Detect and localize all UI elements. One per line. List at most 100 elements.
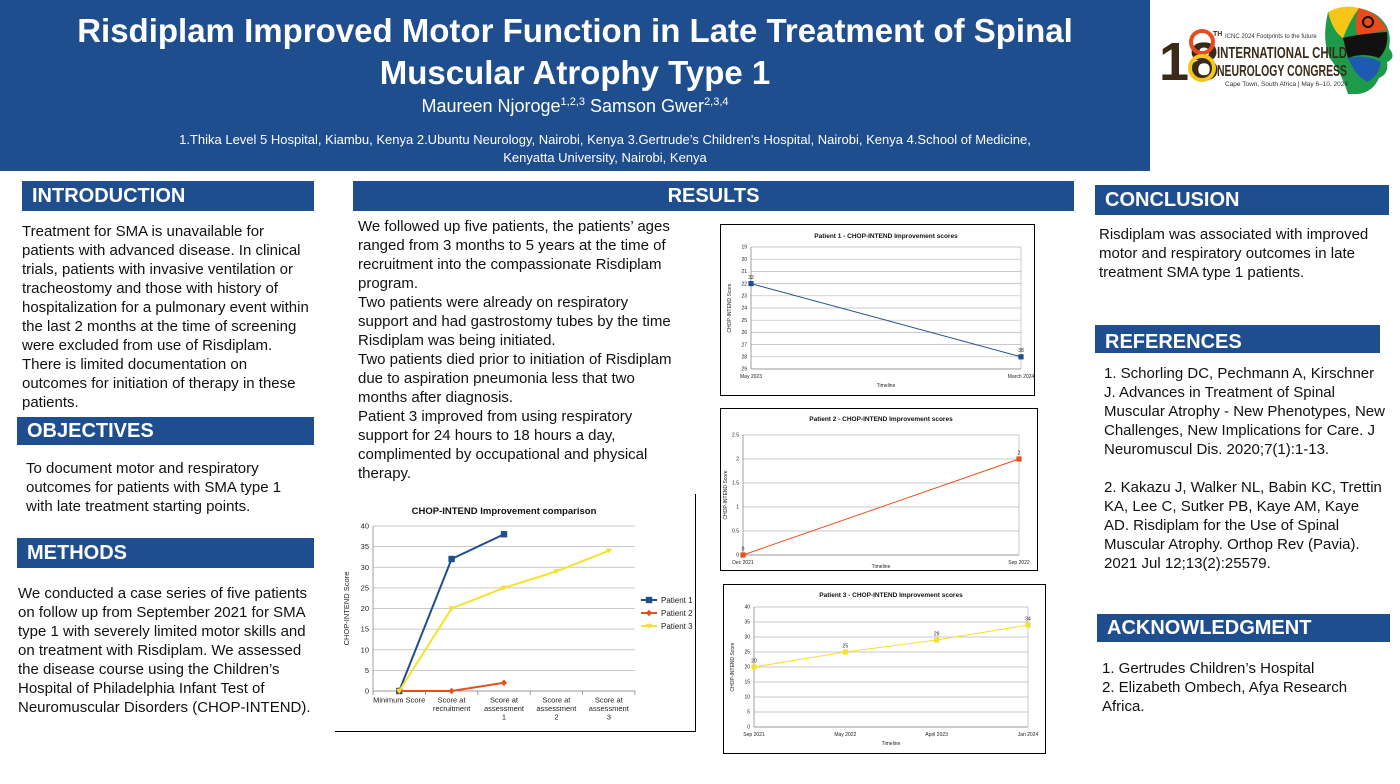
y-tick-label: 0 xyxy=(736,553,739,559)
y-tick-label: 5 xyxy=(747,710,750,716)
y-tick-label: 28 xyxy=(741,354,747,360)
data-label: 38 xyxy=(1018,348,1024,354)
results-paragraph: Patient 3 improved from using respirator… xyxy=(358,408,648,482)
y-tick-label: 25 xyxy=(744,650,750,656)
data-point xyxy=(740,552,746,558)
data-point xyxy=(448,606,455,612)
y-tick-label: 15 xyxy=(744,680,750,686)
y-tick-label: 2.5 xyxy=(732,433,739,439)
data-point xyxy=(448,555,455,563)
data-point xyxy=(1025,622,1031,628)
y-tick-label: 1.5 xyxy=(732,481,739,487)
y-axis-label: CHOP-INTEND Score xyxy=(723,470,729,519)
reference-item: 1. Schorling DC, Pechmann A, Kirschner J… xyxy=(1104,365,1385,458)
data-point xyxy=(553,569,560,575)
data-label: 34 xyxy=(1025,616,1031,622)
y-tick-label: 22 xyxy=(741,281,747,287)
y-tick-label: 30 xyxy=(361,563,369,572)
data-point xyxy=(500,531,508,538)
x-tick-label: March 2024 xyxy=(1008,374,1034,380)
author-name: Samson Gwer xyxy=(590,96,705,116)
y-tick-label: 5 xyxy=(365,666,369,675)
introduction-heading: INTRODUCTION xyxy=(22,181,314,211)
chart-title: Patient 3 - CHOP-INTEND Improvement scor… xyxy=(819,592,963,599)
x-tick-label: Sep 2022 xyxy=(1008,560,1030,566)
patient1-chart-svg: Patient 1 - CHOP-INTEND Improvement scor… xyxy=(727,233,1034,389)
references-heading: REFERENCES xyxy=(1095,325,1380,353)
x-tick-label: Score at assessment 1 xyxy=(484,696,525,722)
conclusion-heading: CONCLUSION xyxy=(1095,185,1389,215)
y-tick-label: 20 xyxy=(741,257,747,263)
series-line xyxy=(742,458,1020,556)
x-tick-label: Jan 2024 xyxy=(1018,732,1039,738)
objectives-heading: OBJECTIVES xyxy=(17,417,314,445)
author-affiliation-marks: 1,2,3 xyxy=(560,96,585,108)
logo-th: TH xyxy=(1213,31,1222,38)
y-tick-label: 24 xyxy=(741,306,747,312)
data-point xyxy=(605,548,612,554)
results-paragraph: Two patients died prior to initiation of… xyxy=(358,351,672,406)
y-tick-label: 25 xyxy=(741,318,747,324)
logo-tagline: ICNC 2024 Footprints to the future xyxy=(1225,34,1317,40)
y-tick-label: 27 xyxy=(741,342,747,348)
references-list: 1. Schorling DC, Pechmann A, Kirschner J… xyxy=(1104,364,1386,573)
series-line xyxy=(750,283,1022,358)
data-label: 25 xyxy=(843,643,849,649)
x-tick-label: April 2023 xyxy=(925,732,948,738)
y-tick-label: 20 xyxy=(361,604,369,613)
results-text: We followed up five patients, the patien… xyxy=(358,217,678,483)
x-tick-label: Dec 2021 xyxy=(732,560,754,566)
logo-line-1: INTERNATIONAL CHILD xyxy=(1217,45,1347,62)
legend-marker xyxy=(645,609,653,617)
legend-label: Patient 3 xyxy=(661,622,693,631)
x-axis-label: Timeline xyxy=(872,564,891,570)
acknowledgment-list: 1. Gertrudes Children’s Hospital 2. Eliz… xyxy=(1102,659,1382,716)
y-tick-label: 35 xyxy=(744,620,750,626)
y-tick-label: 40 xyxy=(361,522,369,531)
x-tick-label: May 2022 xyxy=(834,732,856,738)
patient2-chart: Patient 2 - CHOP-INTEND Improvement scor… xyxy=(720,408,1038,571)
comparison-chart-svg: CHOP-INTEND Improvement comparison 0 5 10 15… xyxy=(342,506,693,722)
x-tick-label: Score at assessment 2 xyxy=(536,696,577,722)
x-tick-label: Score at recruitment xyxy=(433,696,471,714)
y-tick-label: 19 xyxy=(741,245,747,251)
acknowledgment-item: 2. Elizabeth Ombech, Afya Research Afric… xyxy=(1102,679,1348,715)
y-tick-label: 10 xyxy=(744,695,750,701)
logo-line-3: Cape Town, South Africa | May 6–10, 2024 xyxy=(1225,81,1348,88)
x-tick-label: Minimum Score xyxy=(373,696,425,705)
legend-marker xyxy=(645,623,653,629)
results-paragraph: We followed up five patients, the patien… xyxy=(358,218,670,292)
x-axis-label: Timeline xyxy=(882,741,901,747)
data-point xyxy=(500,585,508,591)
y-tick-label: 25 xyxy=(361,583,369,592)
data-label: 2 xyxy=(1018,450,1021,456)
introduction-text: Treatment for SMA is unavailable for pat… xyxy=(22,223,309,411)
y-tick-label: 20 xyxy=(744,665,750,671)
x-tick-label: Score at assessment 3 xyxy=(589,696,630,722)
patient3-chart-svg: Patient 3 - CHOP-INTEND Improvement scor… xyxy=(730,592,1039,747)
data-point xyxy=(396,688,403,694)
y-tick-label: 15 xyxy=(361,625,369,634)
series-line xyxy=(398,549,610,692)
objectives-text: To document motor and respiratory outcom… xyxy=(26,460,282,515)
reference-item: 2. Kakazu J, Walker NL, Babin KC, Tretti… xyxy=(1104,479,1382,572)
poster-header: Risdiplam Improved Motor Function in Lat… xyxy=(0,0,1150,171)
y-tick-label: 35 xyxy=(361,542,369,551)
data-point xyxy=(748,281,754,287)
results-paragraph: Two patients were already on respiratory… xyxy=(358,294,671,349)
patient3-chart: Patient 3 - CHOP-INTEND Improvement scor… xyxy=(723,584,1046,754)
conclusion-text: Risdiplam was associated with improved m… xyxy=(1099,226,1369,281)
y-tick-label: 26 xyxy=(741,330,747,336)
legend-label: Patient 2 xyxy=(661,609,693,618)
data-point xyxy=(1016,456,1022,462)
acknowledgment-item: 1. Gertrudes Children’s Hospital xyxy=(1102,660,1315,677)
methods-text: We conducted a case series of five patie… xyxy=(18,585,311,716)
y-tick-label: 23 xyxy=(741,293,747,299)
x-tick-label: Sep 2021 xyxy=(743,732,765,738)
y-tick-label: 10 xyxy=(361,645,369,654)
data-label: 29 xyxy=(934,631,940,637)
y-axis-label: CHOP-INTEND Score xyxy=(727,283,733,332)
poster-title: Risdiplam Improved Motor Function in Lat… xyxy=(77,12,1073,91)
data-point xyxy=(448,687,455,695)
author-affiliation-marks: 2,3,4 xyxy=(704,96,729,108)
